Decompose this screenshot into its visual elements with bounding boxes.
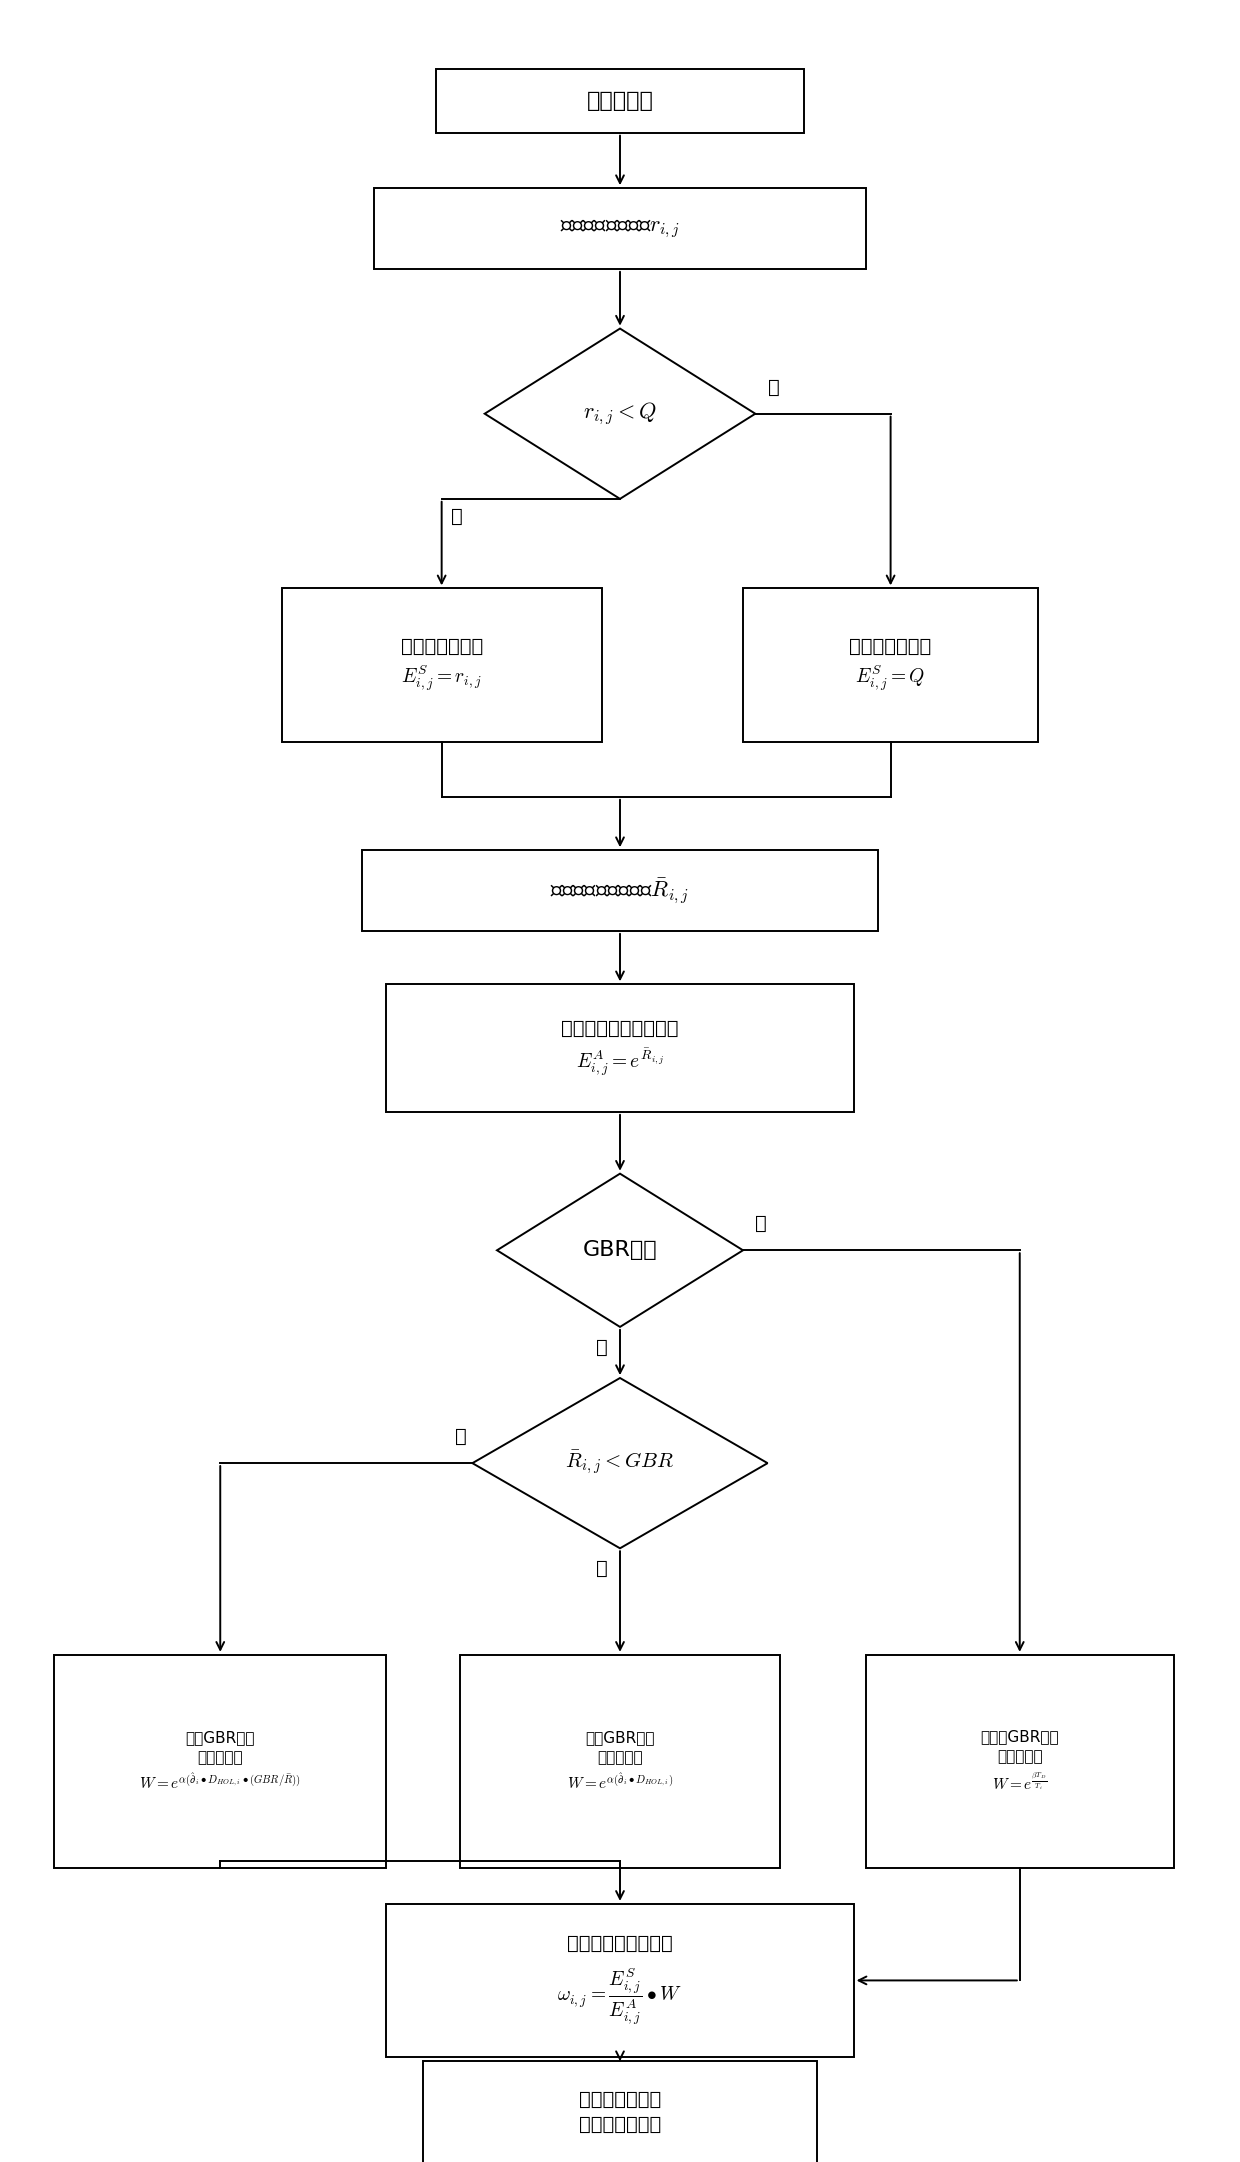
Text: 计算用户瞬时速率$r_{i,j}$: 计算用户瞬时速率$r_{i,j}$ — [560, 218, 680, 240]
Text: 计算业务优先级参数
$\omega_{i,j}=\dfrac{E_{i,j}^{S}}{E_{i,j}^{A}}\bullet W$: 计算业务优先级参数 $\omega_{i,j}=\dfrac{E_{i,j}^{… — [558, 1933, 682, 2028]
Text: 是: 是 — [596, 1559, 608, 1578]
FancyBboxPatch shape — [362, 850, 878, 932]
Text: 计算GBR保证
业务权重：
$W=e^{\alpha(\hat{\partial}_i\bullet D_{HOL,i}\bullet(GBR/\bar{R}): 计算GBR保证 业务权重： $W=e^{\alpha(\hat{\partial… — [139, 1730, 301, 1792]
Text: $r_{i,j}<Q$: $r_{i,j}<Q$ — [583, 400, 657, 426]
Text: 计算非GBR保证
业务权重：
$W=e^{\frac{\beta T_D}{T_i}}$: 计算非GBR保证 业务权重： $W=e^{\frac{\beta T_D}{T_… — [981, 1730, 1059, 1792]
Polygon shape — [472, 1377, 768, 1548]
Polygon shape — [497, 1174, 743, 1327]
Text: 计算瞬时因子：
$E_{i,j}^{S}=Q$: 计算瞬时因子： $E_{i,j}^{S}=Q$ — [849, 638, 931, 694]
FancyBboxPatch shape — [423, 2060, 817, 2162]
Text: $\bar{R}_{i,j}<GBR$: $\bar{R}_{i,j}<GBR$ — [565, 1449, 675, 1477]
Text: 计算瞬时因子：
$E_{i,j}^{S}=r_{i,j}$: 计算瞬时因子： $E_{i,j}^{S}=r_{i,j}$ — [401, 638, 482, 694]
FancyBboxPatch shape — [460, 1654, 780, 1868]
Text: 计算GBR保证
业务权重：
$W=e^{\alpha(\hat{\partial}_i\bullet D_{HOL,i})}$: 计算GBR保证 业务权重： $W=e^{\alpha(\hat{\partial… — [567, 1730, 673, 1792]
Text: 否: 否 — [768, 378, 780, 396]
FancyBboxPatch shape — [374, 188, 866, 268]
Text: 否: 否 — [455, 1427, 466, 1446]
Text: 业务流输入: 业务流输入 — [587, 91, 653, 110]
FancyBboxPatch shape — [387, 1905, 853, 2056]
Text: GBR要求: GBR要求 — [583, 1241, 657, 1260]
Text: 是: 是 — [596, 1338, 608, 1356]
FancyBboxPatch shape — [743, 588, 1038, 742]
Text: 是: 是 — [451, 508, 464, 525]
FancyBboxPatch shape — [387, 984, 853, 1111]
Text: 否: 否 — [755, 1215, 768, 1232]
FancyBboxPatch shape — [435, 69, 805, 132]
FancyBboxPatch shape — [866, 1654, 1173, 1868]
Text: 按照优先级顺序
完成资源块调度: 按照优先级顺序 完成资源块调度 — [579, 2091, 661, 2134]
Text: 计算平均吞吐量因子：
$E_{i,j}^{A}=e^{\bar{R}_{i,j}}$: 计算平均吞吐量因子： $E_{i,j}^{A}=e^{\bar{R}_{i,j}… — [562, 1018, 678, 1077]
FancyBboxPatch shape — [281, 588, 601, 742]
Text: 计算用户平均吞吐量$\bar{R}_{i,j}$: 计算用户平均吞吐量$\bar{R}_{i,j}$ — [551, 876, 689, 906]
Polygon shape — [485, 329, 755, 499]
FancyBboxPatch shape — [55, 1654, 387, 1868]
